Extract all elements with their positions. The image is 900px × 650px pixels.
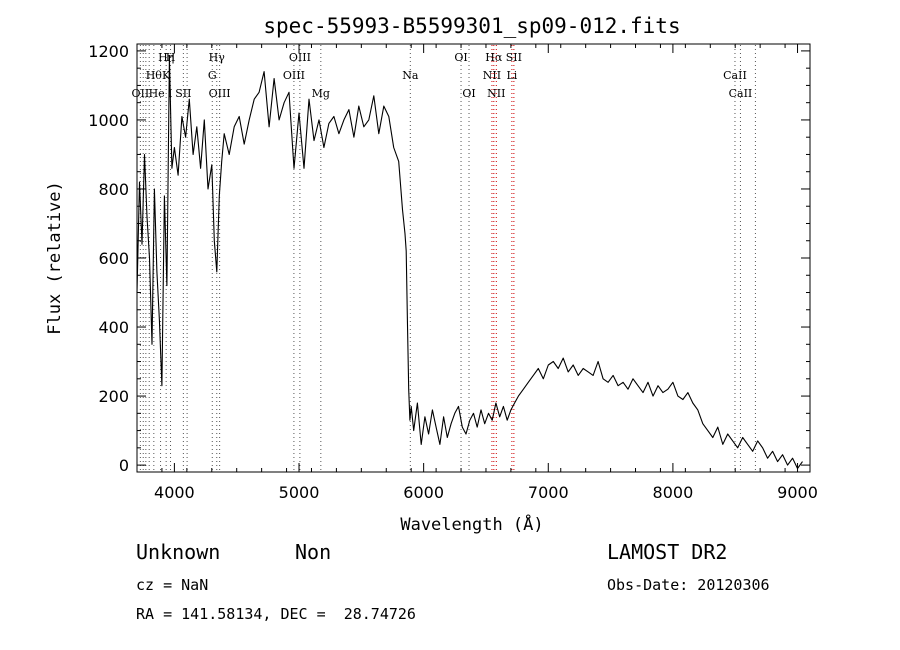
- x-axis-label: Wavelength (Å): [400, 513, 543, 535]
- spectral-line-label: He I: [149, 87, 173, 100]
- spectral-line-label: OIII: [289, 51, 311, 64]
- y-tick-label: 200: [98, 387, 129, 406]
- spectral-line-label: NII: [487, 87, 505, 100]
- spectral-line-label: CaII: [729, 87, 753, 100]
- spectral-line-label: Na: [402, 69, 419, 82]
- spectral-line-label: H: [166, 51, 176, 64]
- spectral-line-label: Hα: [485, 51, 503, 64]
- y-tick-label: 400: [98, 318, 129, 337]
- spectral-line-label: Hθ: [146, 69, 163, 82]
- spectral-line-label: SII: [506, 51, 522, 64]
- spectral-line-label: OI: [462, 87, 475, 100]
- x-tick-label: 7000: [528, 483, 569, 502]
- spectral-line-label: NII: [483, 69, 501, 82]
- y-tick-label: 1200: [88, 42, 129, 61]
- y-axis-label: Flux (relative): [45, 181, 65, 335]
- x-tick-label: 5000: [279, 483, 320, 502]
- redshift-info: cz = NaN: [136, 576, 209, 594]
- series-layer: [136, 57, 803, 470]
- survey-name: LAMOST DR2: [607, 540, 728, 564]
- spectral-lines-layer: OII Hθ He I Hη KH SII G Hγ OIII OIII OIII Mg Na OI OI N…: [132, 45, 756, 471]
- ticks-layer: 4000 5000 6000 7000 8000 9000 0 200 400 600 800 100…: [88, 42, 818, 502]
- obs-date: Obs-Date: 20120306: [607, 576, 770, 594]
- object-subclass: Non: [295, 540, 332, 564]
- y-tick-label: 0: [119, 456, 129, 475]
- object-class: Unknown: [136, 540, 221, 564]
- x-tick-label: 4000: [154, 483, 195, 502]
- spectral-line-label: OI: [454, 51, 467, 64]
- spectral-line-label: CaII: [723, 69, 747, 82]
- spectral-line-label: Hη: [158, 51, 174, 64]
- spectral-line-label: OII: [132, 87, 150, 100]
- spectrum-series-line: [136, 57, 803, 470]
- spectral-line-label: OIII: [209, 87, 231, 100]
- plot-frame: [136, 43, 811, 473]
- y-tick-label: 600: [98, 249, 129, 268]
- x-tick-label: 6000: [403, 483, 444, 502]
- spectral-line-label: OIII: [283, 69, 305, 82]
- spectral-line-label: Hγ: [209, 51, 226, 64]
- spectral-line-label: G: [208, 69, 217, 82]
- x-tick-label: 9000: [777, 483, 818, 502]
- spectral-line-label: Li: [506, 69, 517, 82]
- spectral-line-label: SII: [175, 87, 191, 100]
- chart-title: spec-55993-B5599301_sp09-012.fits: [263, 14, 680, 38]
- coordinates: RA = 141.58134, DEC = 28.74726: [136, 605, 416, 623]
- spectral-line-label: K: [162, 69, 171, 82]
- spectral-line-label: Mg: [312, 87, 330, 100]
- y-tick-label: 1000: [88, 111, 129, 130]
- y-tick-label: 800: [98, 180, 129, 199]
- x-tick-label: 8000: [653, 483, 694, 502]
